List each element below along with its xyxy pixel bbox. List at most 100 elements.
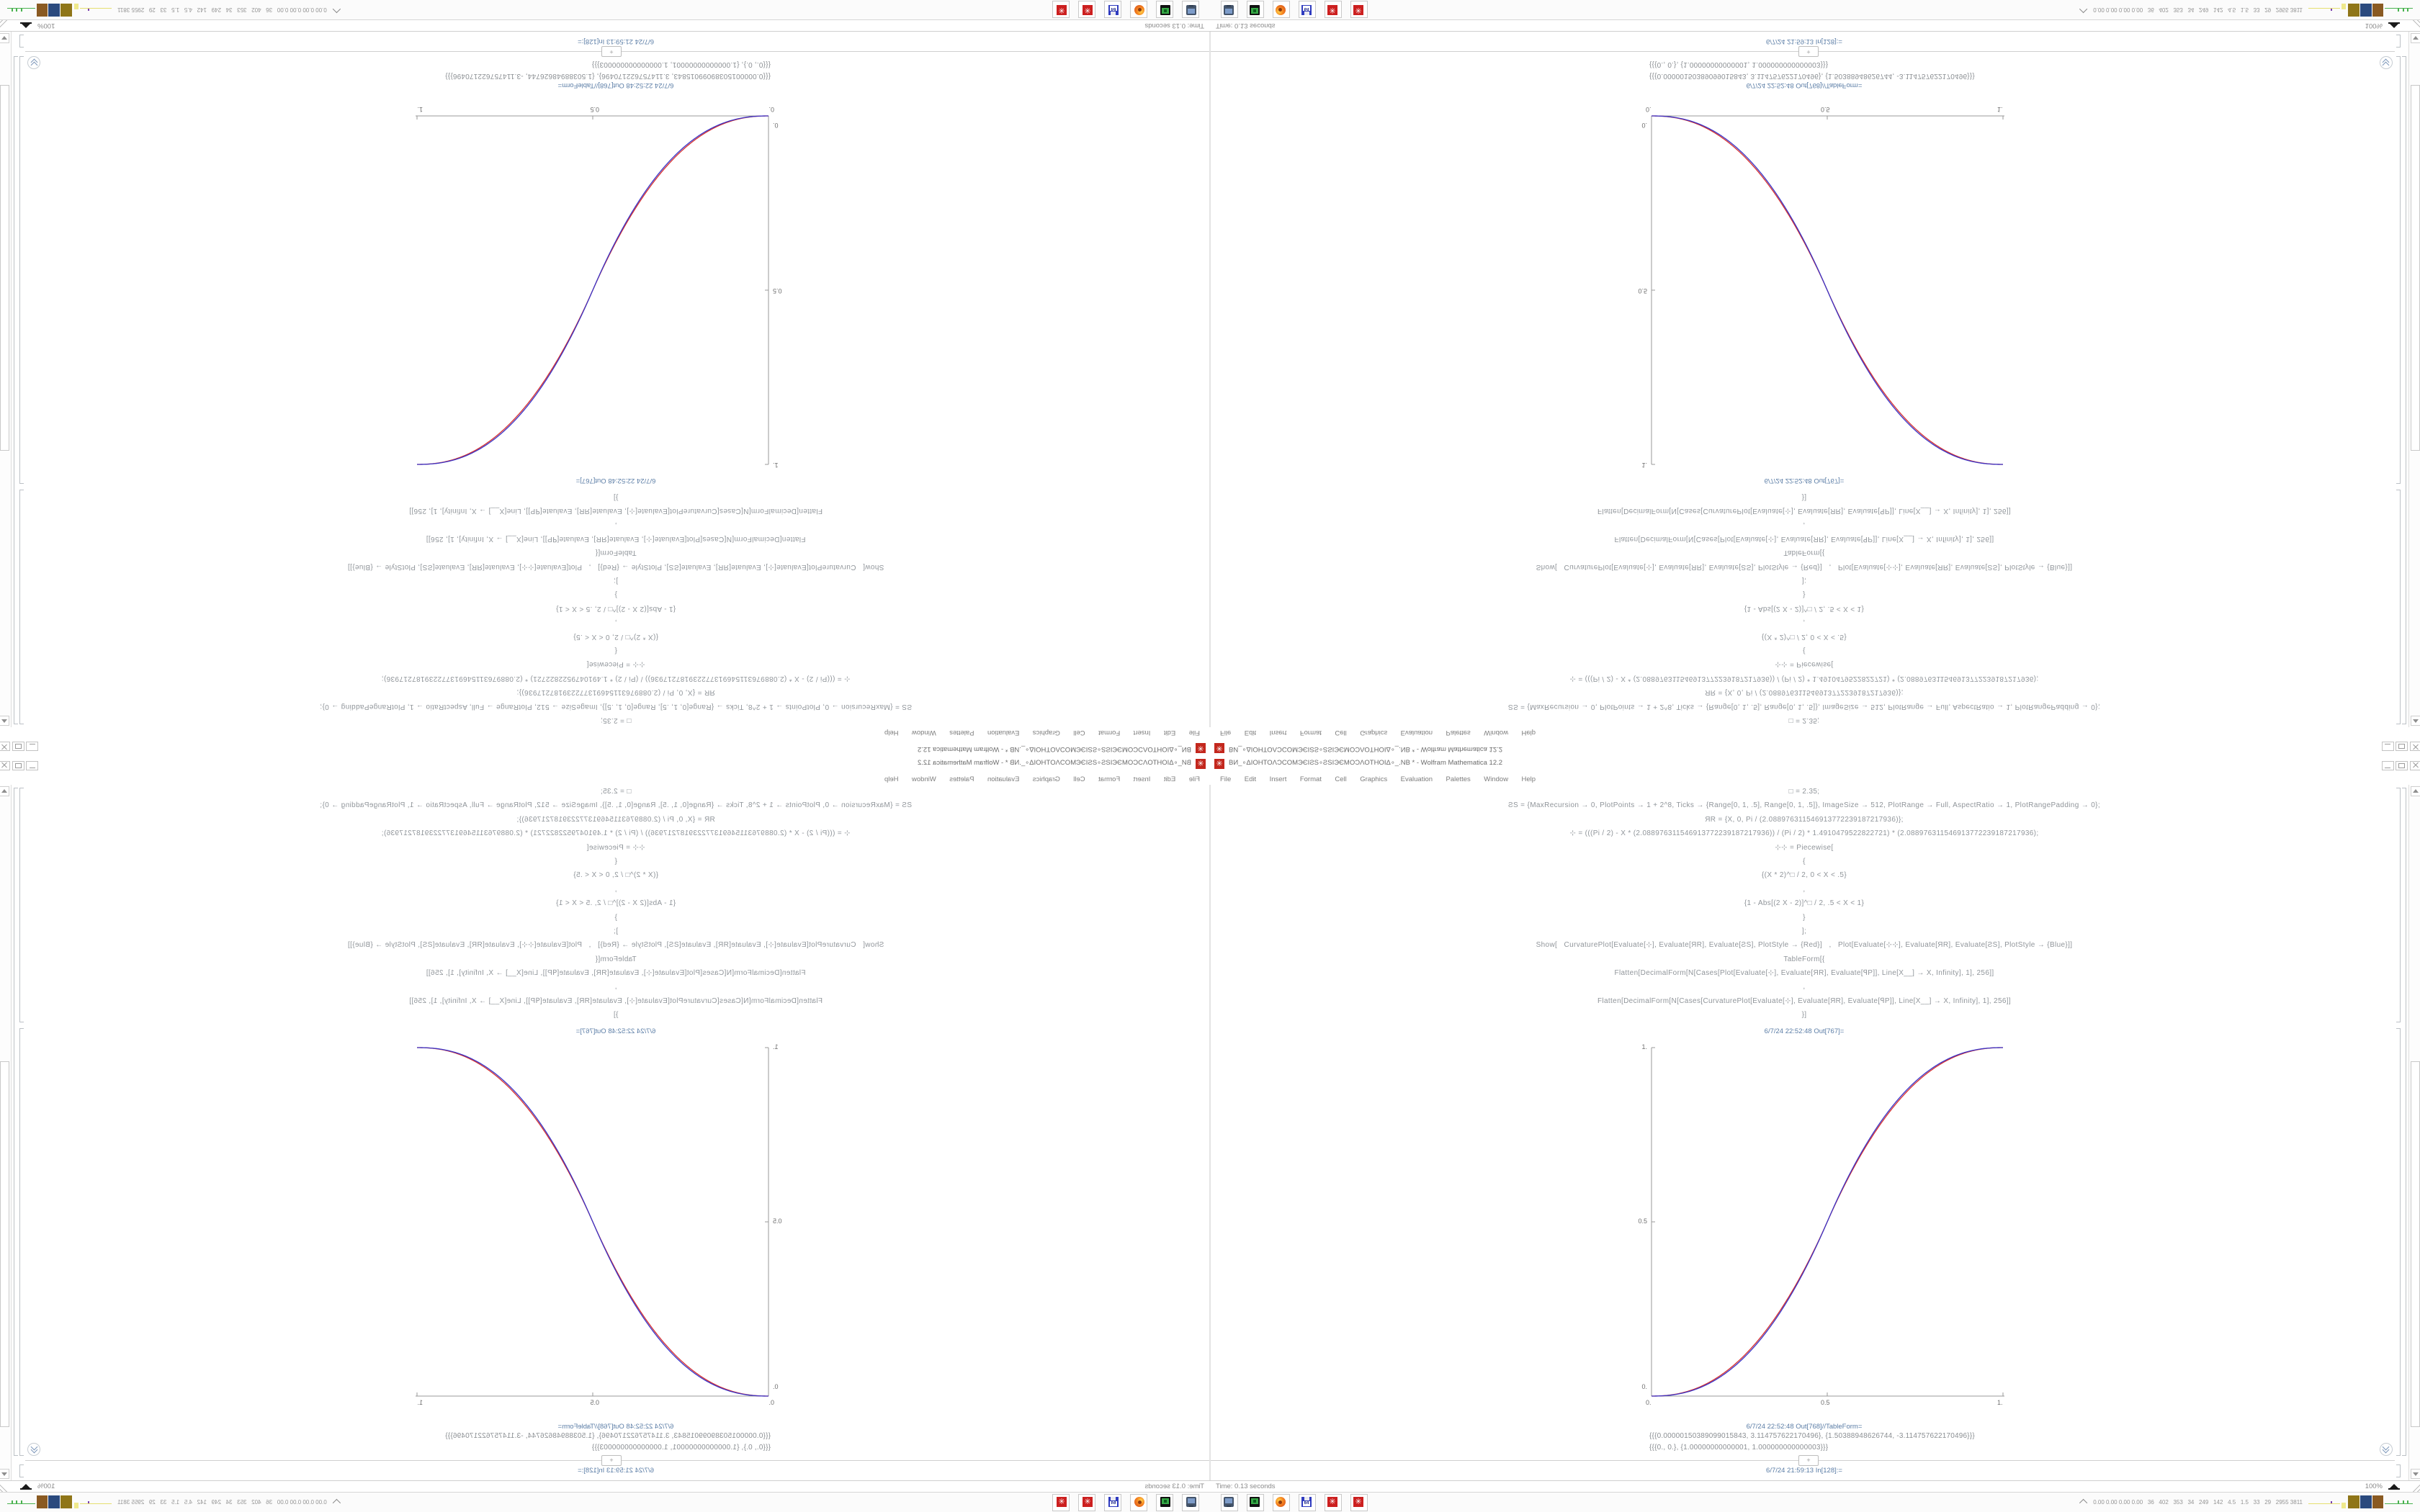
menu-item-help[interactable]: Help [884,775,899,783]
task-button-computer[interactable] [1182,1,1199,18]
maximize-button[interactable] [2396,761,2408,770]
task-button-floppy[interactable]: 64 [1299,1494,1316,1511]
close-button[interactable] [2410,761,2420,770]
task-button-drive[interactable] [1247,1,1264,18]
minimize-button[interactable] [2382,742,2394,751]
scrollbar[interactable] [0,32,12,727]
menu-item-cell[interactable]: Cell [1073,775,1085,783]
menu-item-format[interactable]: Format [1098,775,1121,783]
scroll-to-bottom-button[interactable] [27,56,40,69]
scroll-down-button[interactable] [2411,1469,2420,1479]
scroll-thumb[interactable] [2411,85,2420,451]
input-line[interactable]: ƧS = {MaxRecursion → 0, PlotPoints → 1 +… [1508,702,2100,711]
resize-grip[interactable] [0,19,10,30]
tray-expand-icon[interactable] [332,4,341,14]
menu-item-palettes[interactable]: Palettes [949,729,974,737]
scroll-down-button[interactable] [0,33,9,43]
task-button-firefox[interactable] [1273,1494,1290,1511]
input-line[interactable]: {(X * 2)^□ / 2, 0 < X < .5} [1761,632,1847,641]
menu-item-cell[interactable]: Cell [1073,729,1085,737]
menu-item-insert[interactable]: Insert [1133,729,1151,737]
input-line[interactable]: { [614,857,617,865]
menu-item-edit[interactable]: Edit [1163,729,1176,737]
task-button-mathematica-1[interactable]: ✳ [1078,1494,1095,1511]
tray-expand-icon[interactable] [2079,1498,2088,1508]
menu-item-window[interactable]: Window [911,729,936,737]
menu-item-evaluation[interactable]: Evaluation [987,775,1020,783]
zoom-menu-icon[interactable] [2390,1484,2398,1488]
input-line[interactable]: □ = 2.35; [600,716,632,724]
menu-item-format[interactable]: Format [1299,775,1322,783]
input-line[interactable]: { [1803,857,1806,865]
input-line[interactable]: , [1803,521,1806,529]
menu-item-edit[interactable]: Edit [1163,775,1176,783]
resize-grip[interactable] [2410,19,2420,30]
menu-item-graphics[interactable]: Graphics [1032,775,1060,783]
menu-item-cell[interactable]: Cell [1335,775,1347,783]
scroll-down-button[interactable] [0,1469,9,1479]
input-line[interactable]: { [614,647,617,655]
cell-bracket[interactable] [19,35,24,48]
input-line[interactable]: ⊹ = (((Pi / 2) - X * (2.0889763115469137… [1569,829,2039,838]
input-line[interactable]: ƧS = {MaxRecursion → 0, PlotPoints → 1 +… [320,801,912,810]
scroll-to-bottom-button[interactable] [2380,56,2393,69]
resize-grip[interactable] [0,1482,10,1493]
input-line[interactable]: TableForm[{ [595,955,637,963]
title-bar[interactable]: ✳ ВИ_∘ΔIOHTOΛƆCOMЭЄIƧS∘ƧSIЭЄMOƆΛOTHOIΔ∘_… [0,740,1210,756]
scroll-down-button[interactable] [2411,33,2420,43]
input-line[interactable]: ⊹⊹ = Piecewise[ [586,843,645,852]
insert-cell-button[interactable]: + [601,46,622,57]
task-button-mathematica-2[interactable]: ✳ [1052,1494,1070,1511]
zoom-level[interactable]: 100% [37,22,55,30]
input-line[interactable]: ⊹ = (((Pi / 2) - X * (2.0889763115469137… [381,829,851,838]
input-line[interactable]: ƧS = {MaxRecursion → 0, PlotPoints → 1 +… [320,702,912,711]
zoom-level[interactable]: 100% [37,1482,55,1490]
input-line[interactable]: , [614,885,617,894]
title-bar[interactable]: ✳ ВИ_∘ΔIOHTOΛƆCOMЭЄIƧS∘ƧSIЭЄMOƆΛOTHOIΔ∘_… [0,756,1210,772]
input-line[interactable]: ЯR = {X, 0, Pi / (2.08897631154691377223… [516,815,715,824]
input-line[interactable]: Show[ CurvaturePlot[Evaluate[⊹], Evaluat… [1536,562,2073,571]
menu-item-evaluation[interactable]: Evaluation [1400,729,1433,737]
menu-item-insert[interactable]: Insert [1269,775,1287,783]
input-line[interactable]: ]; [613,927,619,935]
task-button-drive[interactable] [1156,1,1173,18]
zoom-menu-icon[interactable] [22,24,30,28]
menu-item-file[interactable]: File [1188,729,1200,737]
input-line[interactable]: Flatten[DecimalForm[N[Cases[CurvaturePlo… [408,507,823,516]
insert-cell-button[interactable]: + [1798,1455,1819,1466]
input-line[interactable]: , [1803,983,1806,991]
cell-bracket[interactable] [2396,56,2401,484]
task-button-mathematica-1[interactable]: ✳ [1078,1,1095,18]
task-button-mathematica-2[interactable]: ✳ [1350,1,1368,18]
input-line[interactable]: ⊹⊹ = Piecewise[ [1775,843,1834,852]
task-button-mathematica-2[interactable]: ✳ [1350,1494,1368,1511]
task-button-mathematica-2[interactable]: ✳ [1052,1,1070,18]
input-line[interactable]: , [614,983,617,991]
input-line[interactable]: }] [613,492,619,501]
input-line[interactable]: {1 - Abs[(2 X - 2)]^□ / 2, .5 < X < 1} [1744,899,1865,908]
cell-group-bracket[interactable] [14,56,18,724]
input-line[interactable]: } [614,913,617,922]
input-line[interactable]: } [1803,913,1806,922]
notebook-area[interactable]: □ = 2.35; ƧS = {MaxRecursion → 0, PlotPo… [0,785,1210,1480]
task-button-computer[interactable] [1182,1494,1199,1511]
input-line[interactable]: Flatten[DecimalForm[N[Cases[CurvaturePlo… [1597,996,2012,1005]
menu-item-palettes[interactable]: Palettes [1446,775,1471,783]
input-line[interactable]: }] [613,1011,619,1020]
task-button-computer[interactable] [1221,1,1238,18]
menu-item-file[interactable]: File [1188,775,1200,783]
input-line[interactable]: Flatten[DecimalForm[N[Cases[Plot[Evaluat… [426,969,806,978]
input-line[interactable]: ЯR = {X, 0, Pi / (2.08897631154691377223… [1705,815,1904,824]
scrollbar[interactable] [2408,32,2420,727]
input-line[interactable]: ⊹ = (((Pi / 2) - X * (2.0889763115469137… [381,674,851,683]
notebook-area[interactable]: □ = 2.35; ƧS = {MaxRecursion → 0, PlotPo… [0,32,1210,727]
zoom-menu-icon[interactable] [2390,24,2398,28]
cell-bracket[interactable] [2396,490,2401,724]
menu-item-cell[interactable]: Cell [1335,729,1347,737]
task-button-drive[interactable] [1247,1494,1264,1511]
cell-bracket[interactable] [19,788,24,1022]
scroll-thumb[interactable] [2411,1061,2420,1427]
menu-item-edit[interactable]: Edit [1244,775,1257,783]
insert-cell-button[interactable]: + [601,1455,622,1466]
cell-group-bracket[interactable] [2402,56,2406,724]
